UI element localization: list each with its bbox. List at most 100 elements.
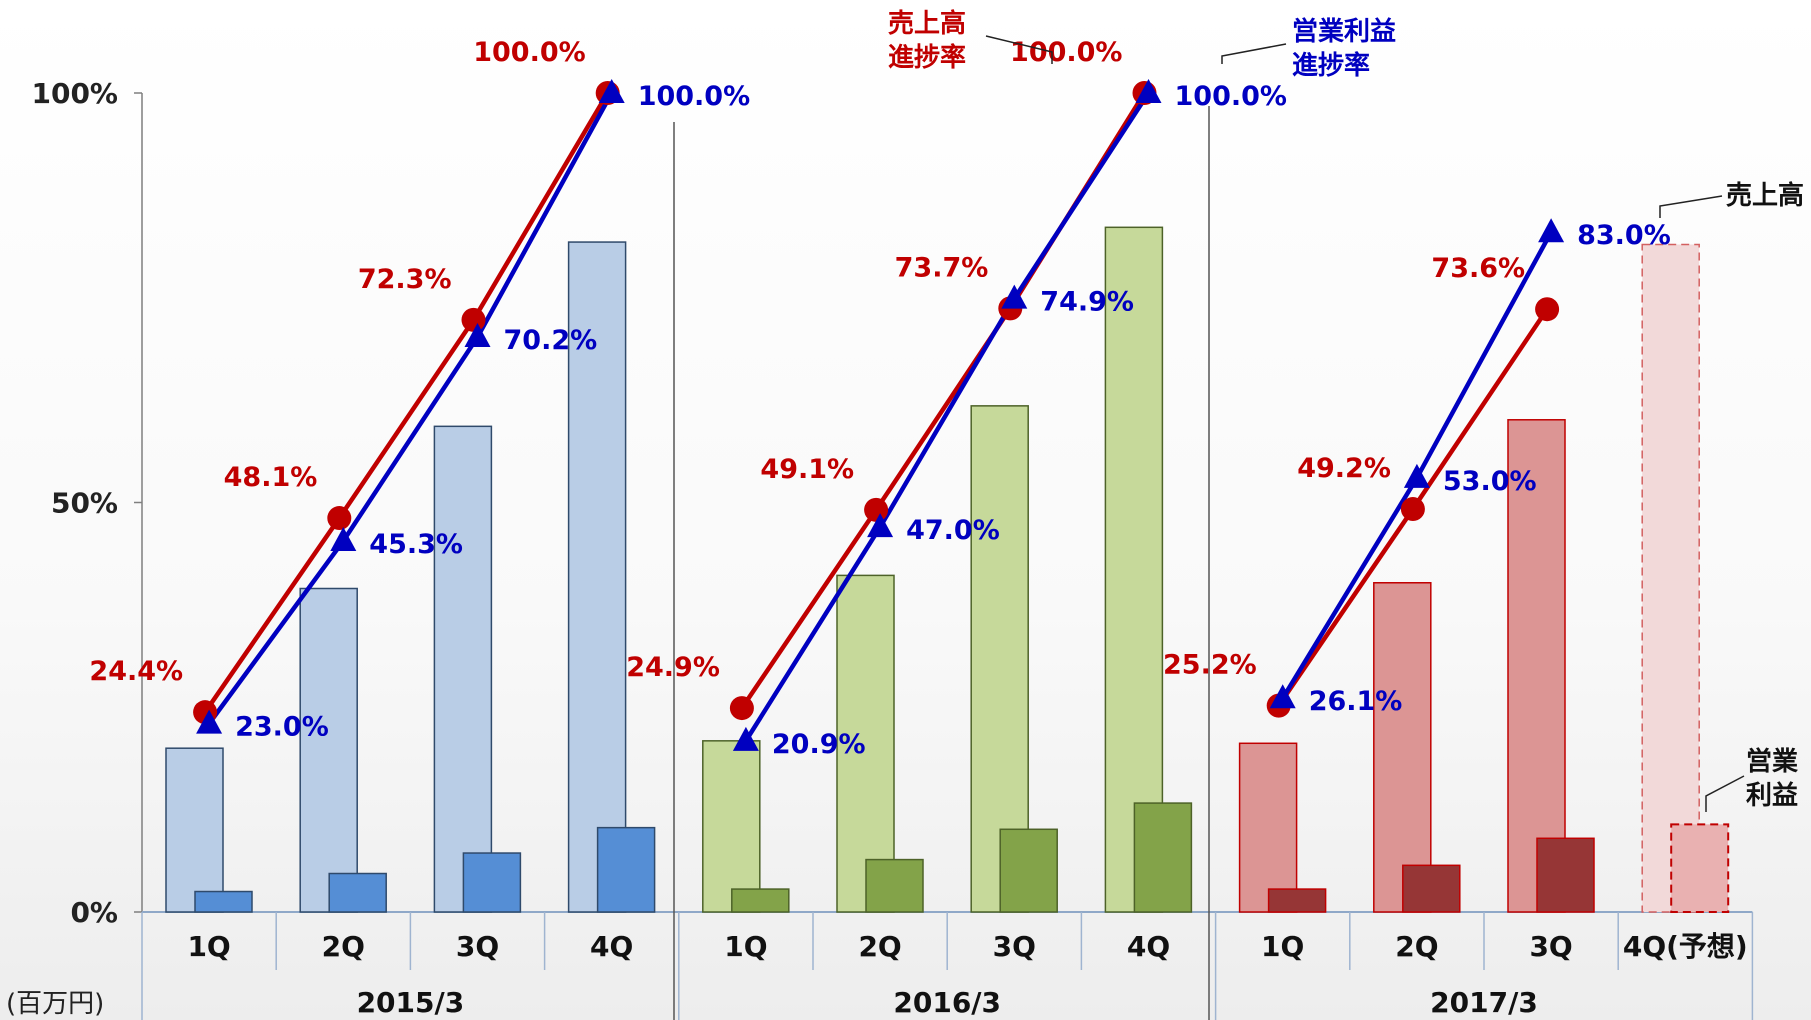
op-progress-label: 100.0% xyxy=(1175,81,1287,112)
sales-progress-marker xyxy=(327,506,352,531)
op-progress-label: 70.2% xyxy=(504,325,598,356)
sales-progress-label: 73.7% xyxy=(895,252,989,283)
sales-progress-label: 49.2% xyxy=(1297,453,1391,484)
op-progress-label: 20.9% xyxy=(772,729,866,760)
bars xyxy=(165,226,1730,914)
quarter-label: 1Q xyxy=(1261,930,1304,963)
sales-bar xyxy=(836,574,895,913)
op-profit-bar xyxy=(999,828,1058,913)
op-progress-marker xyxy=(464,323,491,348)
sales-progress-marker xyxy=(864,497,889,522)
op-progress-label: 26.1% xyxy=(1309,686,1403,717)
quarter-label: 1Q xyxy=(187,930,230,963)
sales-bar xyxy=(1104,226,1164,913)
op-profit-bar xyxy=(1267,888,1327,913)
sales-progress-label: 24.9% xyxy=(626,652,720,683)
y-tick-label: 0% xyxy=(70,896,118,929)
sales-progress-label: 73.6% xyxy=(1431,253,1525,284)
labels: 1Q 2Q 3Q 4Q 2015/3 24.4% 48.1% 72.3% 100.0% 23.0%… xyxy=(89,37,1747,1019)
sales-rate-annotation: 進捗率 xyxy=(888,42,966,73)
sales-progress-marker xyxy=(461,307,486,332)
op-progress-label: 45.3% xyxy=(369,529,463,560)
op-progress-label: 53.0% xyxy=(1443,466,1537,497)
leader-line xyxy=(1659,195,1723,218)
leader-line xyxy=(1705,775,1745,812)
quarter-label: 4Q xyxy=(590,930,633,963)
sales-bar xyxy=(702,740,761,913)
quarter-label: 3Q xyxy=(1529,930,1572,963)
sales-progress-line xyxy=(203,91,610,714)
sales-bar xyxy=(567,241,627,913)
quarter-label: 2Q xyxy=(858,930,901,963)
sales-bar xyxy=(1507,419,1566,913)
op-profit-forecast-bar xyxy=(1670,823,1730,914)
op-progress-marker xyxy=(1403,463,1430,488)
sales-progress-label: 72.3% xyxy=(358,264,452,295)
op-progress-label: 47.0% xyxy=(906,515,1000,546)
op-progress-marker xyxy=(1269,684,1296,709)
op-progress-marker xyxy=(1135,79,1162,103)
quarter-label: 3Q xyxy=(993,930,1036,963)
op-profit-bar xyxy=(865,858,924,913)
op-progress-marker xyxy=(598,79,625,103)
sales-progress-label: 25.2% xyxy=(1163,650,1257,681)
sales-progress-marker xyxy=(1400,497,1425,522)
fiscal-year-label: 2016/3 xyxy=(893,986,1001,1019)
op-progress-marker xyxy=(1538,218,1565,243)
op-profit-bar xyxy=(731,888,790,913)
quarter-label: 3Q xyxy=(456,930,499,963)
sales-rate-annotation: 売上高 xyxy=(888,8,966,39)
sales-progress-label: 100.0% xyxy=(473,37,585,68)
y-tick-label: 50% xyxy=(51,487,118,520)
sales-bar xyxy=(165,747,224,913)
op-profit-bar xyxy=(462,852,522,913)
sales-progress-marker xyxy=(1535,297,1560,322)
op-progress-marker xyxy=(330,526,357,551)
progress-lines xyxy=(193,79,1565,751)
quarter-label: 1Q xyxy=(724,930,767,963)
op-progress-label: 74.9% xyxy=(1040,287,1134,318)
op-progress-line xyxy=(743,91,1151,743)
sales-bar xyxy=(433,425,493,913)
op-progress-line xyxy=(207,91,614,725)
leader-line xyxy=(985,35,1053,64)
op-progress-marker xyxy=(196,709,223,734)
op-progress-label: 83.0% xyxy=(1577,220,1671,251)
op-profit-bar xyxy=(1133,802,1193,913)
op-progress-label: 100.0% xyxy=(638,81,750,112)
quarter-label: 2Q xyxy=(1395,930,1438,963)
op-annotation: 営業 xyxy=(1746,747,1798,777)
quarter-label: 4Q xyxy=(1127,930,1170,963)
op-profit-bar xyxy=(194,890,253,913)
sales-progress-marker xyxy=(729,696,754,721)
op-profit-bar xyxy=(328,872,387,913)
op-rate-annotation: 営業利益 xyxy=(1292,17,1396,47)
quarter-label: 4Q(予想) xyxy=(1623,930,1748,963)
unit-label: (百万円) xyxy=(6,989,104,1019)
sales-bar xyxy=(299,587,358,913)
axes: 0% 50% 100% (百万円) xyxy=(6,77,1754,1020)
fiscal-year-label: 2017/3 xyxy=(1430,986,1538,1019)
sales-progress-label: 24.4% xyxy=(89,656,183,687)
sales-progress-label: 48.1% xyxy=(224,462,318,493)
sales-bar xyxy=(1238,742,1298,913)
op-profit-bar xyxy=(1402,864,1461,913)
sales-forecast-bar xyxy=(1641,243,1700,913)
op-progress-marker xyxy=(1001,284,1028,309)
sales-annotation: 売上高 xyxy=(1726,180,1804,211)
op-progress-marker xyxy=(867,513,894,538)
op-rate-annotation: 進捗率 xyxy=(1292,50,1370,81)
y-tick-label: 100% xyxy=(31,77,118,110)
sales-progress-line xyxy=(740,91,1147,710)
op-profit-bar xyxy=(1536,837,1595,913)
op-profit-bar xyxy=(596,826,656,913)
op-progress-label: 23.0% xyxy=(235,712,329,743)
op-progress-marker xyxy=(732,726,759,751)
quarter-label: 2Q xyxy=(322,930,365,963)
sales-bar xyxy=(1373,582,1432,913)
sales-progress-label: 49.1% xyxy=(760,454,854,485)
op-annotation: 利益 xyxy=(1746,781,1798,811)
sales-progress-label: 100.0% xyxy=(1010,37,1122,68)
